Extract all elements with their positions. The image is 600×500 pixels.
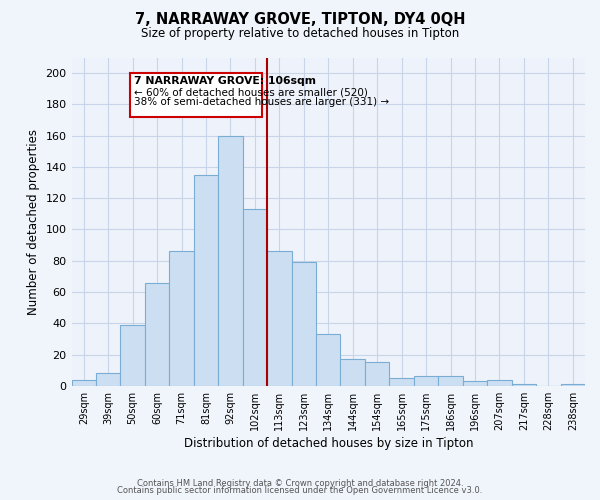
Text: 38% of semi-detached houses are larger (331) →: 38% of semi-detached houses are larger (… — [134, 98, 389, 108]
Text: ← 60% of detached houses are smaller (520): ← 60% of detached houses are smaller (52… — [134, 87, 368, 97]
Bar — [169, 252, 194, 386]
Y-axis label: Number of detached properties: Number of detached properties — [27, 128, 40, 314]
Bar — [292, 262, 316, 386]
X-axis label: Distribution of detached houses by size in Tipton: Distribution of detached houses by size … — [184, 437, 473, 450]
Text: Size of property relative to detached houses in Tipton: Size of property relative to detached ho… — [141, 28, 459, 40]
Bar — [267, 252, 292, 386]
Bar — [121, 325, 145, 386]
Text: Contains HM Land Registry data © Crown copyright and database right 2024.: Contains HM Land Registry data © Crown c… — [137, 478, 463, 488]
Bar — [512, 384, 536, 386]
Text: 7 NARRAWAY GROVE: 106sqm: 7 NARRAWAY GROVE: 106sqm — [134, 76, 316, 86]
Bar — [96, 374, 121, 386]
Bar — [414, 376, 438, 386]
Text: 7, NARRAWAY GROVE, TIPTON, DY4 0QH: 7, NARRAWAY GROVE, TIPTON, DY4 0QH — [135, 12, 465, 28]
FancyBboxPatch shape — [130, 73, 262, 117]
Bar — [365, 362, 389, 386]
Bar — [487, 380, 512, 386]
Bar — [463, 381, 487, 386]
Text: Contains public sector information licensed under the Open Government Licence v3: Contains public sector information licen… — [118, 486, 482, 495]
Bar — [340, 359, 365, 386]
Bar — [316, 334, 340, 386]
Bar — [560, 384, 585, 386]
Bar — [145, 282, 169, 386]
Bar — [218, 136, 242, 386]
Bar — [438, 376, 463, 386]
Bar — [71, 380, 96, 386]
Bar — [389, 378, 414, 386]
Bar — [242, 209, 267, 386]
Bar — [194, 175, 218, 386]
